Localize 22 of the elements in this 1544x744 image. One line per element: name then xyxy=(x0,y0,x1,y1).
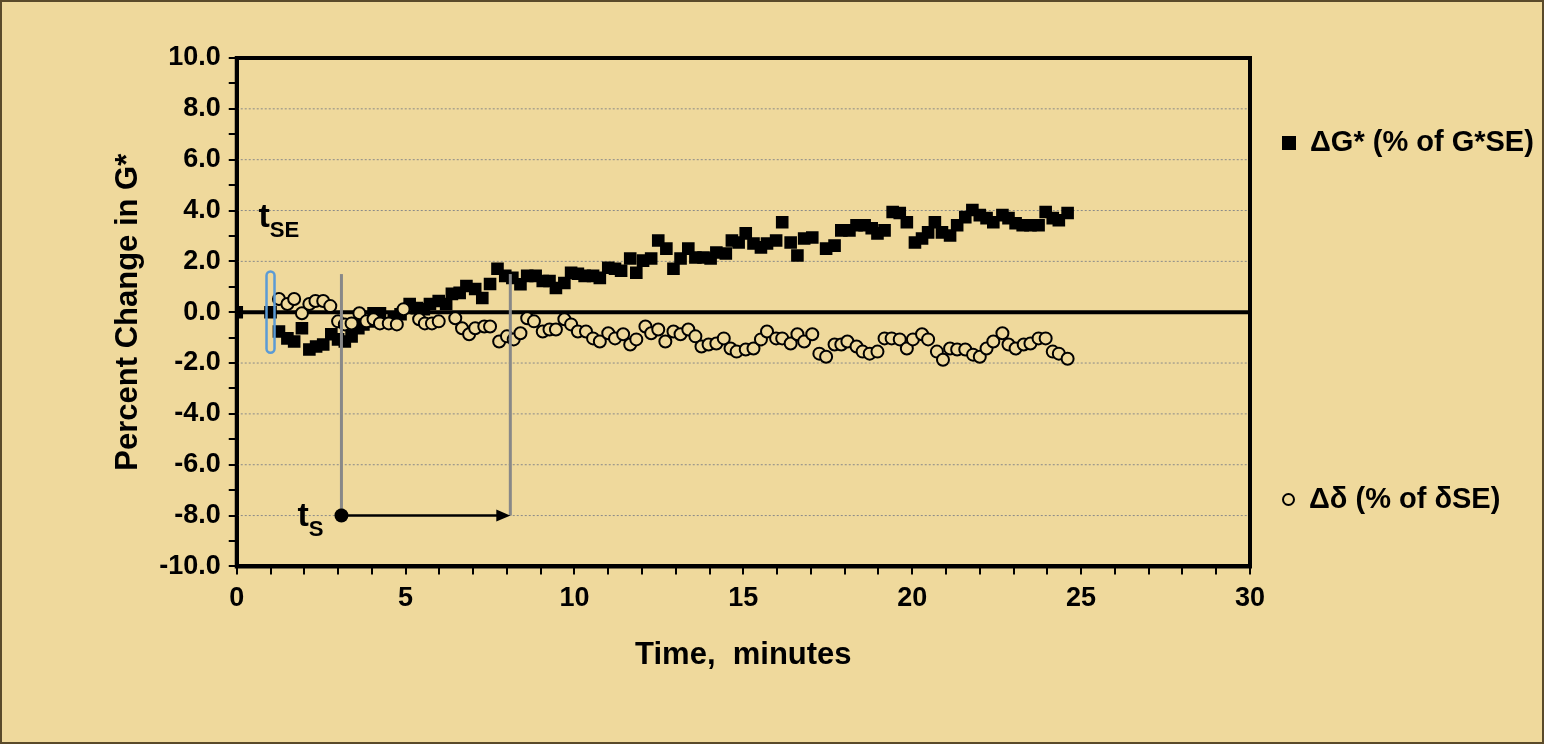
x-tick-label: 20 xyxy=(897,582,928,613)
x-tick-label: 25 xyxy=(1066,582,1097,613)
y-tick-label: 8.0 xyxy=(183,92,221,123)
y-tick-label: 2.0 xyxy=(183,244,221,275)
y-tick-label: -10.0 xyxy=(159,549,221,580)
y-tick-label: -2.0 xyxy=(174,346,221,377)
y-tick-label: -6.0 xyxy=(174,448,221,479)
x-tick-label: 30 xyxy=(1234,582,1266,613)
y-tick-label: 6.0 xyxy=(183,143,221,174)
x-tick-label: 10 xyxy=(559,582,590,613)
x-tick-label: 15 xyxy=(728,582,759,613)
x-axis-title: Time, minutes xyxy=(635,635,852,671)
legend-label: ΔG* (% of G*SE) xyxy=(1310,124,1534,159)
y-tick-label: 10.0 xyxy=(168,41,221,72)
y-tick-label: 0.0 xyxy=(183,295,221,326)
y-tick-label: -8.0 xyxy=(174,499,221,530)
x-tick-label: 0 xyxy=(229,582,245,613)
legend-label: Δδ (% of δSE) xyxy=(1309,480,1501,516)
y-tick-label: -4.0 xyxy=(174,397,221,428)
y-axis-title: Percent Change in G* xyxy=(109,152,145,471)
x-tick-label: 5 xyxy=(398,582,414,613)
y-tick-label: 4.0 xyxy=(183,193,221,224)
